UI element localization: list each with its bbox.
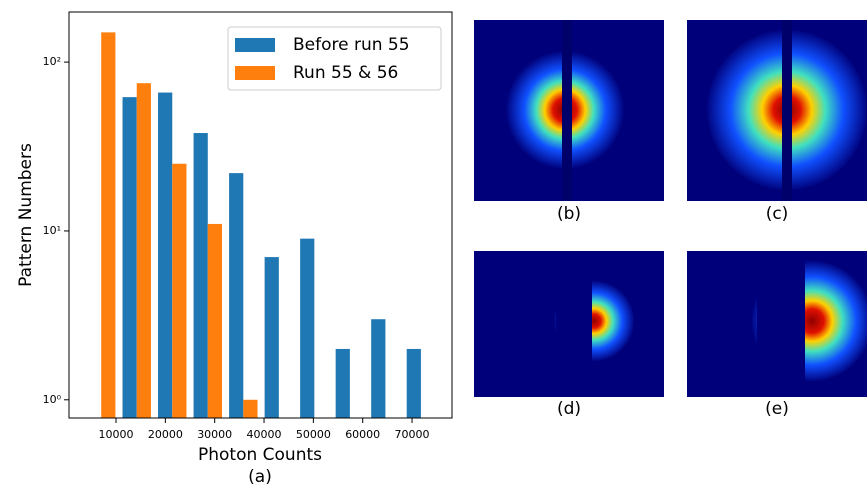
bar xyxy=(136,83,151,418)
panel-label: (c) xyxy=(765,204,789,224)
chart: Pattern Numbers Photon Counts (a) 10⁰ 10¹… xyxy=(16,11,453,487)
bar xyxy=(122,97,137,419)
diffraction-image xyxy=(474,20,664,201)
caption: (a) xyxy=(248,467,272,487)
bar xyxy=(371,319,386,418)
legend-label: Before run 55 xyxy=(293,35,410,55)
legend-swatch xyxy=(235,66,275,80)
bar xyxy=(243,399,258,418)
panel-label: (e) xyxy=(765,399,789,419)
legend-swatch xyxy=(235,38,275,52)
bar xyxy=(300,238,315,418)
x-tick-label: 40000 xyxy=(247,428,282,441)
panel-label: (b) xyxy=(556,204,582,224)
y-tick-label: 10¹ xyxy=(43,224,61,237)
bar xyxy=(264,257,279,418)
bar xyxy=(193,133,208,418)
x-tick-label: 50000 xyxy=(296,428,331,441)
bar xyxy=(207,223,222,418)
x-tick-label: 10000 xyxy=(99,428,134,441)
diffraction-image xyxy=(474,251,664,397)
legend-box xyxy=(227,26,442,91)
y-tick-label: 10⁰ xyxy=(43,393,62,406)
panel-label: (d) xyxy=(556,399,582,419)
legend-label: Run 55 & 56 xyxy=(293,63,398,83)
x-tick-label: 60000 xyxy=(345,428,380,441)
y-axis-label: Pattern Numbers xyxy=(16,143,36,287)
plot-frame xyxy=(68,11,453,419)
y-tick-label: 10² xyxy=(43,55,61,68)
x-axis-label: Photon Counts xyxy=(198,445,322,465)
x-tick-label: 70000 xyxy=(395,428,430,441)
bar xyxy=(229,173,244,418)
bar xyxy=(158,92,173,418)
x-tick-label: 20000 xyxy=(148,428,183,441)
x-tick-label: 30000 xyxy=(197,428,232,441)
bar xyxy=(406,348,421,418)
diffraction-image xyxy=(687,251,867,397)
bar xyxy=(335,348,350,418)
bar xyxy=(101,32,116,419)
diffraction-image xyxy=(687,20,867,201)
bar xyxy=(172,163,187,418)
